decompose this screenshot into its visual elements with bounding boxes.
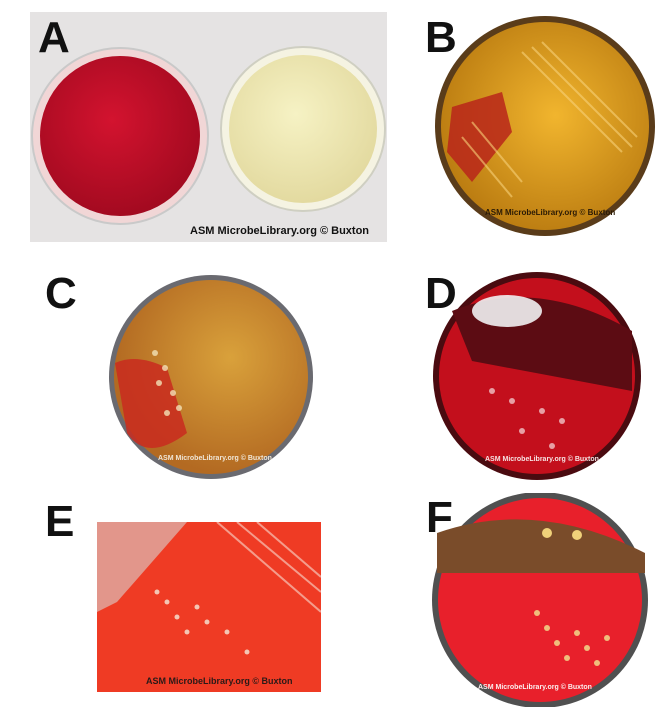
panel-a-photo bbox=[30, 12, 387, 242]
panel-f-photo bbox=[427, 493, 653, 707]
panel-e-credit: ASM MicrobeLibrary.org © Buxton bbox=[146, 676, 293, 686]
panel-f-credit: ASM MicrobeLibrary.org © Buxton bbox=[478, 684, 592, 691]
panel-d-photo bbox=[432, 271, 642, 481]
panel-c-credit: ASM MicrobeLibrary.org © Buxton bbox=[158, 455, 272, 462]
panel-b-label: B bbox=[425, 13, 457, 62]
panel-c-label: C bbox=[45, 269, 77, 318]
panel-b-credit: ASM MicrobeLibrary.org © Buxton bbox=[485, 208, 616, 217]
panel-a-credit: ASM MicrobeLibrary.org © Buxton bbox=[190, 225, 370, 237]
panel-e-label: E bbox=[45, 497, 75, 546]
panel-d-label: D bbox=[425, 269, 457, 318]
panel-b-photo bbox=[432, 12, 658, 240]
panel-a-label: A bbox=[38, 13, 70, 62]
panel-d-credit: ASM MicrobeLibrary.org © Buxton bbox=[485, 456, 599, 463]
panel-e-photo bbox=[97, 522, 321, 692]
panel-c-photo bbox=[107, 273, 315, 481]
panel-f-label: F bbox=[426, 493, 453, 542]
